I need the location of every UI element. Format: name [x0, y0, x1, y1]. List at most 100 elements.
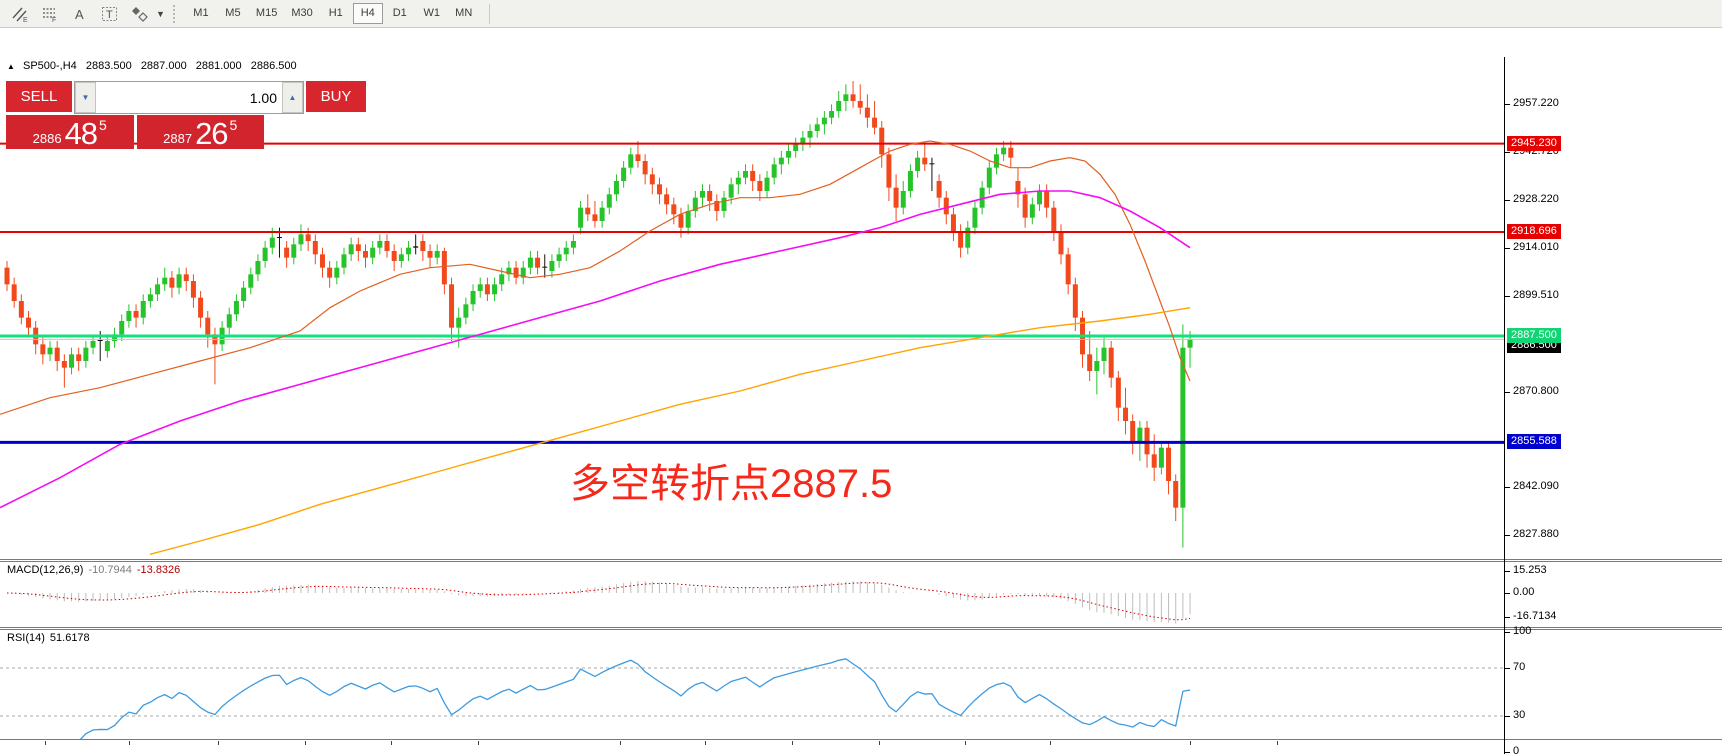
toolbar: E F A T ▼ M1 M5 M15 M30 H1 H4 D1 W1 MN	[0, 0, 1722, 28]
one-click-trading-panel: SELL ▼ ▲ BUY 2886 48 5 2887 26 5	[6, 81, 366, 151]
macd-axis-label: 0.00	[1513, 586, 1535, 598]
equidistant-channel-icon[interactable]: E	[6, 3, 33, 25]
price-line-badge: 2918.696	[1507, 224, 1561, 239]
time-axis-tick	[218, 741, 219, 745]
axis-tick-mark	[1504, 668, 1510, 669]
timeframe-button-h4[interactable]: H4	[352, 3, 383, 24]
arrows-icon[interactable]	[126, 3, 153, 25]
text-label-icon[interactable]: A	[66, 3, 93, 25]
macd-axis-label: -16.7134	[1513, 610, 1557, 623]
pane-separator[interactable]	[0, 561, 1722, 562]
timeframe-buttons: M1 M5 M15 M30 H1 H4 D1 W1 MN	[186, 3, 481, 24]
time-axis-tick	[478, 741, 479, 745]
axis-tick-mark	[1504, 617, 1510, 619]
ask-prefix: 2887	[163, 130, 193, 146]
axis-tick-label: 2842.090	[1513, 480, 1559, 493]
time-axis-tick	[305, 741, 306, 745]
chart-window: ▲ SP500-,H4 2883.500 2887.000 2881.000 2…	[0, 28, 1722, 754]
price-line-badge: 2855.588	[1507, 434, 1561, 450]
axis-tick-label: 2870.800	[1513, 384, 1559, 397]
bid-prefix: 2886	[32, 130, 62, 146]
ask-price[interactable]: 2887 26 5	[136, 115, 264, 151]
timeframe-button-d1[interactable]: D1	[392, 7, 407, 19]
axis-tick-label: 2914.010	[1513, 240, 1559, 253]
macd-signal-value: -13.8326	[136, 564, 181, 576]
svg-text:F: F	[52, 17, 56, 23]
ma-fast-red	[0, 140, 1191, 415]
pane-separator[interactable]	[0, 627, 1722, 628]
time-axis-tick	[879, 741, 880, 745]
price-line-badge: 2887.500	[1507, 328, 1561, 343]
ohlc-open: 2883.500	[85, 60, 132, 72]
price-line-badge: 2945.230	[1507, 135, 1561, 151]
macd-pane[interactable]	[0, 561, 1504, 627]
fibonacci-icon[interactable]: F	[36, 3, 63, 25]
time-axis-tick	[129, 741, 130, 745]
collapse-triangle-icon[interactable]: ▲	[7, 62, 15, 71]
axis-tick-mark	[1504, 487, 1510, 489]
time-axis-tick	[620, 741, 621, 745]
arrows-dropdown-caret[interactable]: ▼	[156, 8, 165, 19]
bid-big-digits: 48	[64, 115, 98, 151]
ohlc-close: 2886.500	[250, 60, 297, 72]
sell-button[interactable]: SELL	[6, 81, 72, 114]
volume-decrease-button[interactable]: ▼	[75, 82, 96, 113]
time-axis-tick	[1190, 741, 1191, 745]
rsi-name: RSI(14)	[7, 632, 45, 644]
bid-price[interactable]: 2886 48 5	[6, 115, 134, 149]
ma-mid-magenta	[0, 190, 1191, 509]
ask-big-digits: 26	[195, 115, 228, 151]
volume-stepper: ▼ ▲	[74, 81, 304, 114]
axis-tick-mark	[1504, 151, 1510, 153]
svg-text:E: E	[23, 17, 28, 23]
rsi-pane[interactable]	[0, 629, 1504, 739]
time-axis-tick	[391, 741, 392, 745]
timeframe-button-w1[interactable]: W1	[423, 7, 440, 19]
timeframe-button-m30[interactable]: M30	[291, 7, 313, 19]
rsi-axis-label: 0	[1513, 745, 1520, 754]
ohlc-high: 2887.000	[140, 60, 187, 72]
time-axis-tick	[705, 741, 706, 745]
timeframe-button-h1[interactable]: H1	[328, 7, 343, 19]
time-axis-tick	[965, 741, 966, 745]
volume-increase-button[interactable]: ▲	[282, 82, 303, 113]
time-axis-tick	[1277, 741, 1278, 745]
ma-slow-orange	[149, 306, 1191, 556]
axis-tick-mark	[1504, 295, 1510, 297]
axis-tick-label: 2899.510	[1513, 288, 1559, 301]
axis-tick-mark	[1504, 571, 1510, 573]
time-axis-tick	[45, 741, 46, 745]
svg-text:A: A	[75, 7, 84, 22]
timeframe-button-mn[interactable]: MN	[455, 7, 473, 19]
time-axis[interactable]: 3 Apr 20195 Apr 12:009 Apr 08:0011 Apr 0…	[0, 741, 1722, 754]
axis-tick-label: 2827.880	[1513, 527, 1559, 540]
time-axis-tick	[1050, 741, 1051, 745]
buy-button[interactable]: BUY	[306, 81, 366, 114]
timeframe-button-m5[interactable]: M5	[225, 7, 241, 19]
axis-tick-mark	[1504, 632, 1510, 633]
toolbar-separator	[488, 3, 490, 24]
macd-indicator-label: MACD(12,26,9) -10.7944 -13.8326	[7, 564, 180, 576]
main-chart[interactable]	[0, 57, 1504, 559]
axis-tick-mark	[1504, 534, 1510, 536]
macd-axis-label: 15.253	[1513, 564, 1547, 577]
ask-pip-digit: 5	[229, 117, 238, 133]
svg-text:T: T	[106, 9, 113, 21]
axis-tick-mark	[1504, 752, 1510, 753]
axis-tick-mark	[1504, 716, 1510, 717]
volume-input[interactable]	[96, 82, 282, 113]
axis-tick-mark	[1504, 103, 1510, 105]
axis-tick-mark	[1504, 593, 1510, 594]
pane-separator[interactable]	[0, 559, 1722, 560]
symbol-name: SP500-,H4	[22, 60, 77, 72]
pane-separator[interactable]	[0, 629, 1722, 630]
price-axis-border	[1504, 57, 1505, 754]
toolbar-drag-handle[interactable]	[172, 4, 178, 23]
timeframe-button-m1[interactable]: M1	[193, 7, 209, 19]
price-axis[interactable]: 2957.220 2942.720 2928.220 2914.010 2899.510…	[1504, 28, 1722, 754]
text-icon[interactable]: T	[96, 3, 123, 25]
macd-main-value: -10.7944	[88, 564, 132, 576]
timeframe-button-m15[interactable]: M15	[255, 7, 278, 19]
pane-separator[interactable]	[0, 739, 1722, 740]
bid-pip-digit: 5	[99, 117, 107, 133]
